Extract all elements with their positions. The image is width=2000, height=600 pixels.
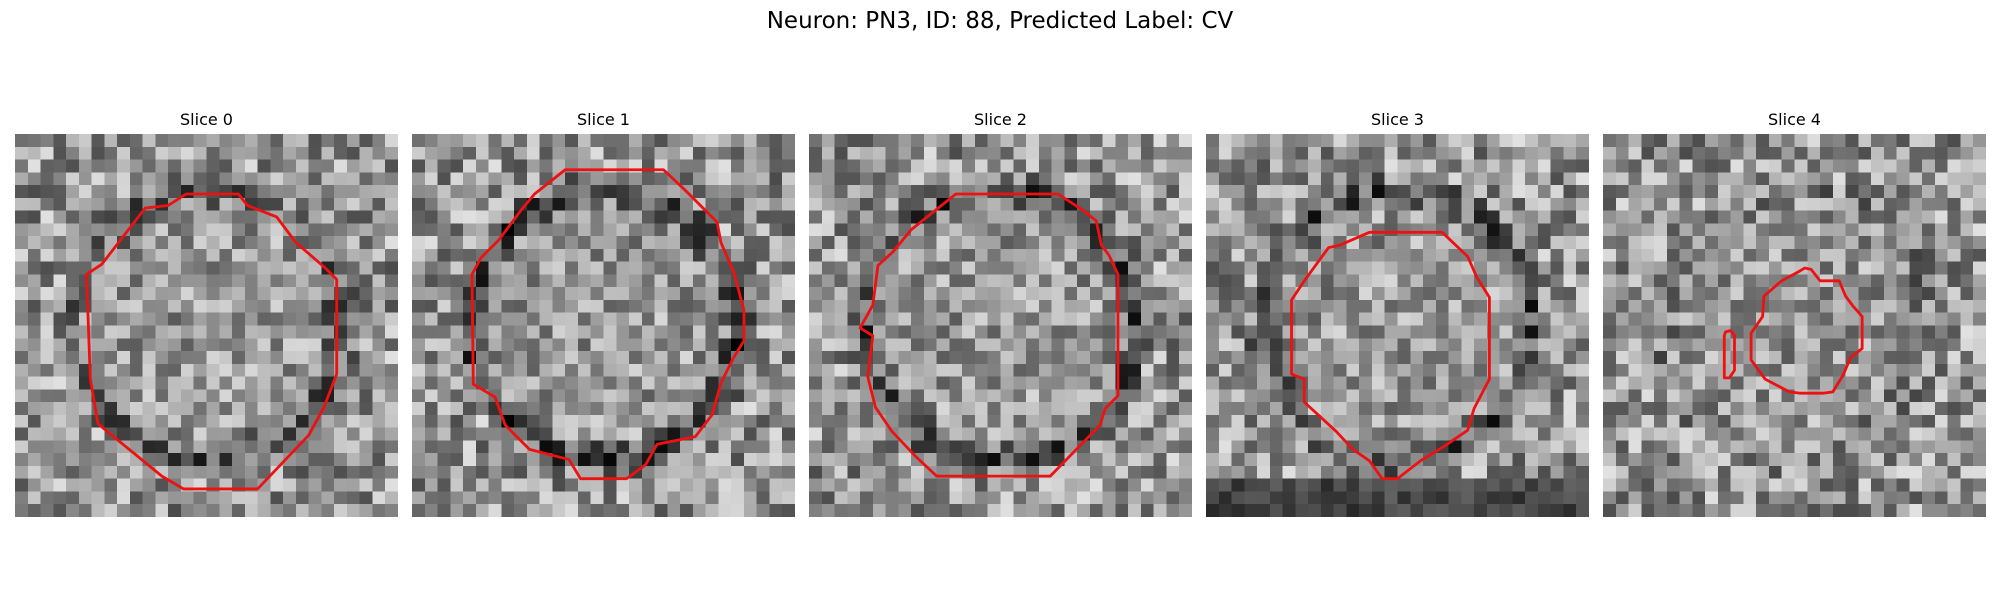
slice-title: Slice 2: [974, 110, 1027, 129]
segmentation-contour: [1749, 266, 1864, 395]
microscopy-pixels: [1206, 134, 1589, 517]
slice-image: [809, 134, 1192, 517]
microscopy-pixels: [15, 134, 398, 517]
segmentation-contour: [1290, 230, 1491, 481]
microscopy-pixels: [809, 134, 1192, 517]
slice-image: [1603, 134, 1986, 517]
segmentation-contour: [85, 192, 339, 491]
microscopy-pixels: [1603, 134, 1986, 517]
segmentation-contour-small: [1722, 329, 1736, 380]
slice-image: [1206, 134, 1589, 517]
slice-title: Slice 0: [180, 110, 233, 129]
slice-image: [15, 134, 398, 517]
slice-image: [412, 134, 795, 517]
segmentation-contour: [470, 168, 746, 481]
slice-title: Slice 1: [577, 110, 630, 129]
microscopy-pixels: [412, 134, 795, 517]
figure-title: Neuron: PN3, ID: 88, Predicted Label: CV: [766, 8, 1234, 34]
slice-title: Slice 4: [1768, 110, 1821, 129]
segmentation-contour: [858, 192, 1120, 478]
slice-title: Slice 3: [1371, 110, 1424, 129]
